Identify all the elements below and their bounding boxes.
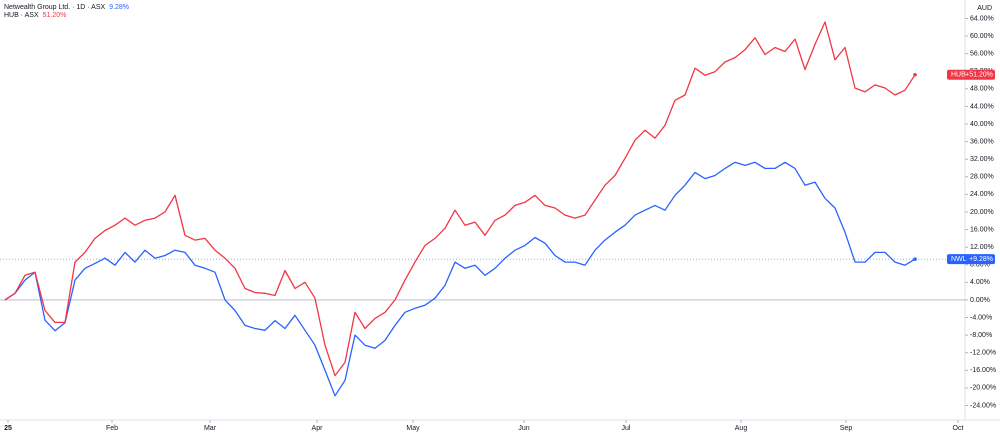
y-tick-label: 12.00% — [970, 244, 994, 251]
y-tick-label: 64.00% — [970, 15, 994, 22]
y-tick-label: 24.00% — [970, 191, 994, 198]
badge-value: +9.28% — [969, 256, 993, 263]
y-tick-label: -12.00% — [970, 350, 996, 357]
last-point — [913, 257, 917, 261]
y-tick-label: -16.00% — [970, 367, 996, 374]
x-tick-label: Feb — [106, 425, 118, 432]
y-tick-label: 32.00% — [970, 156, 994, 163]
x-tick-label: Jun — [518, 425, 529, 432]
series-line — [4, 161, 916, 397]
y-tick-label: 44.00% — [970, 103, 994, 110]
y-tick-label: 16.00% — [970, 226, 994, 233]
y-tick-label: -4.00% — [970, 314, 992, 321]
legend-name: HUB · ASX — [4, 12, 39, 19]
x-tick-label: Mar — [204, 425, 217, 432]
legend-value: 9.28% — [109, 4, 129, 11]
price-badge — [947, 254, 995, 265]
y-tick-label: 56.00% — [970, 50, 994, 57]
y-tick-label: -20.00% — [970, 385, 996, 392]
x-tick-label: Aug — [735, 425, 748, 432]
y-tick-label: 36.00% — [970, 138, 994, 145]
y-tick-label: 60.00% — [970, 33, 994, 40]
last-point — [913, 72, 917, 77]
y-tick-label: 4.00% — [970, 279, 990, 286]
x-tick-label: Sep — [840, 425, 853, 432]
y-tick-label: 20.00% — [970, 209, 994, 216]
badge-symbol: NWL — [951, 256, 967, 263]
series-line — [4, 21, 916, 377]
legend-value: 51.20% — [43, 12, 67, 19]
legend-name: Netwealth Group Ltd. · 1D · ASX — [4, 4, 105, 11]
y-tick-label: 28.00% — [970, 174, 994, 181]
price-badge — [947, 69, 995, 80]
y-tick-label: -24.00% — [970, 402, 996, 409]
x-tick-label: 25 — [4, 425, 12, 432]
badge-value: +51.20% — [965, 72, 993, 79]
x-tick-label: Oct — [953, 425, 964, 432]
badge-symbol: HUB — [951, 72, 966, 79]
x-tick-label: Jul — [622, 425, 631, 432]
y-tick-label: 0.00% — [970, 297, 990, 304]
x-tick-label: Apr — [312, 425, 324, 432]
y-tick-label: 48.00% — [970, 86, 994, 93]
y-tick-label: 40.00% — [970, 121, 994, 128]
x-tick-label: May — [406, 425, 420, 432]
y-tick-label: -8.00% — [970, 332, 992, 339]
currency-label: AUD — [977, 5, 992, 12]
y-tick-label: 8.00% — [970, 262, 990, 269]
